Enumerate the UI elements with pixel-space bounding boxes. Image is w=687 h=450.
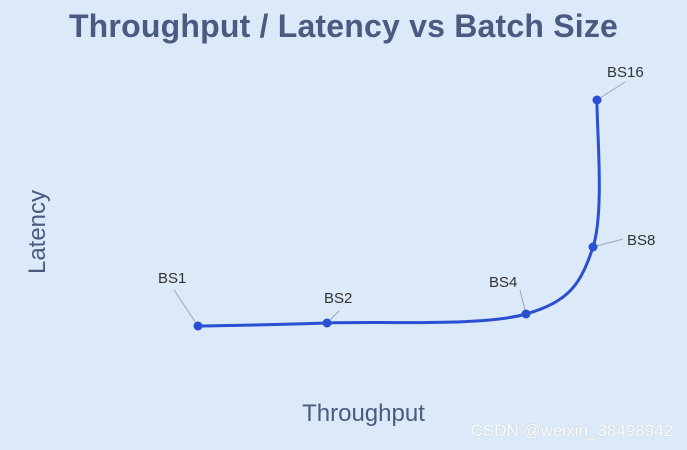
label-leader-lines xyxy=(173,81,626,327)
series-line xyxy=(196,98,601,328)
chart-title: Throughput / Latency vs Batch Size xyxy=(68,8,619,44)
data-point-bs1 xyxy=(193,321,203,331)
data-points xyxy=(193,95,602,331)
data-labels: BS1 BS2 BS4 BS8 BS16 xyxy=(158,64,655,307)
data-point-bs4 xyxy=(521,309,531,319)
data-point-bs8 xyxy=(588,242,598,252)
data-label-bs2: BS2 xyxy=(324,290,352,307)
leader-line-bs8 xyxy=(592,238,624,248)
data-label-bs8: BS8 xyxy=(627,232,655,249)
data-label-bs16: BS16 xyxy=(607,64,644,81)
x-axis-label: Throughput xyxy=(302,400,425,427)
data-point-bs2 xyxy=(322,318,332,328)
leader-line-bs1 xyxy=(173,289,199,327)
data-point-bs16 xyxy=(592,95,602,105)
leader-line-bs16 xyxy=(596,81,626,101)
watermark: CSDN @weixin_38498942 xyxy=(470,421,673,440)
data-label-bs4: BS4 xyxy=(489,274,517,291)
data-label-bs1: BS1 xyxy=(158,270,186,287)
